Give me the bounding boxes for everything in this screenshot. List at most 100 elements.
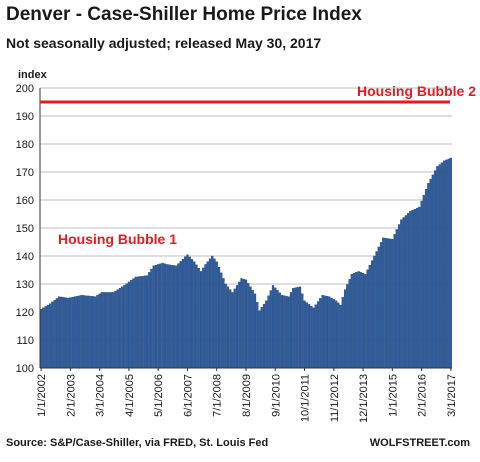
bar xyxy=(352,273,356,369)
x-tick-label: 5/1/2006 xyxy=(153,374,165,417)
bar xyxy=(319,298,322,369)
bar xyxy=(271,285,275,369)
bar xyxy=(100,292,104,369)
x-tick-label: 2/1/2016 xyxy=(417,374,429,417)
bar xyxy=(253,293,257,369)
bar xyxy=(217,267,221,369)
y-tick-label: 160 xyxy=(16,195,34,207)
bar xyxy=(166,264,169,369)
bar xyxy=(145,275,149,369)
bar xyxy=(94,296,97,369)
bar xyxy=(197,267,200,369)
bar xyxy=(190,259,194,369)
bar xyxy=(346,284,349,369)
bar xyxy=(355,272,358,369)
bar xyxy=(193,261,196,369)
bar xyxy=(226,286,230,369)
bar xyxy=(44,306,47,369)
bar xyxy=(148,272,151,369)
bar xyxy=(71,296,74,369)
y-tick-label: 180 xyxy=(16,139,34,151)
bar xyxy=(427,183,430,369)
bar xyxy=(418,206,421,369)
bar xyxy=(415,207,419,369)
bar xyxy=(247,283,250,369)
x-tick-label: 2/1/2003 xyxy=(65,374,77,417)
bar xyxy=(154,264,158,369)
bar xyxy=(229,289,232,369)
bar xyxy=(370,260,374,369)
bar xyxy=(373,255,376,369)
bar xyxy=(267,295,270,369)
bar xyxy=(139,276,142,369)
bar xyxy=(114,290,117,369)
bar xyxy=(105,292,108,369)
bar xyxy=(127,281,131,369)
bar xyxy=(184,256,187,369)
x-tick-label: 7/1/2008 xyxy=(212,374,224,417)
bar xyxy=(206,261,209,369)
bar xyxy=(301,293,304,369)
bar xyxy=(53,299,56,369)
bar xyxy=(431,174,434,369)
bar xyxy=(325,295,329,369)
bar xyxy=(413,208,416,369)
bar xyxy=(235,285,239,369)
bar xyxy=(420,200,423,369)
bar xyxy=(208,258,212,369)
bar xyxy=(447,158,450,369)
bar xyxy=(382,237,385,369)
bar xyxy=(310,305,313,369)
y-tick-label: 150 xyxy=(16,223,34,235)
bar xyxy=(289,292,293,369)
bar xyxy=(60,296,63,369)
bar xyxy=(384,237,387,369)
bar xyxy=(391,239,394,369)
bar xyxy=(404,215,407,369)
bar xyxy=(296,287,299,369)
bar xyxy=(161,262,164,369)
y-tick-label: 200 xyxy=(16,83,34,95)
bar xyxy=(305,302,308,369)
bar xyxy=(78,295,81,369)
bar xyxy=(316,301,320,369)
bar xyxy=(348,279,351,369)
x-tick-label: 8/1/2009 xyxy=(241,374,253,417)
bar xyxy=(294,287,297,369)
bar xyxy=(433,170,437,369)
bar xyxy=(321,295,324,369)
bar xyxy=(276,290,279,369)
bar xyxy=(442,160,446,369)
annotations: Housing Bubble 2 Housing Bubble 1 xyxy=(40,83,476,247)
y-tick-label: 100 xyxy=(16,363,34,375)
bar xyxy=(233,288,236,369)
bar xyxy=(388,238,392,369)
bar xyxy=(400,219,403,369)
bar xyxy=(73,296,77,369)
bar xyxy=(402,217,405,369)
y-tick-label: 190 xyxy=(16,111,34,123)
bar xyxy=(80,295,83,369)
bar xyxy=(125,283,128,369)
bar xyxy=(364,274,367,369)
bar xyxy=(386,238,389,369)
x-tick-label: 9/1/2010 xyxy=(270,374,282,417)
bar xyxy=(377,246,380,369)
brand-label: WOLFSTREET.com xyxy=(369,437,470,449)
bar xyxy=(116,289,119,369)
bar xyxy=(438,164,441,369)
bar xyxy=(157,264,160,369)
bar xyxy=(314,304,317,369)
bar xyxy=(330,297,333,369)
bar xyxy=(328,296,331,369)
bar xyxy=(91,296,95,369)
bar xyxy=(424,188,428,369)
bar xyxy=(89,295,92,369)
bar xyxy=(350,274,353,369)
bar xyxy=(195,264,198,369)
bar xyxy=(215,261,218,369)
bar xyxy=(82,295,86,369)
bar xyxy=(409,211,412,369)
bar xyxy=(411,209,414,369)
bar xyxy=(199,271,203,369)
